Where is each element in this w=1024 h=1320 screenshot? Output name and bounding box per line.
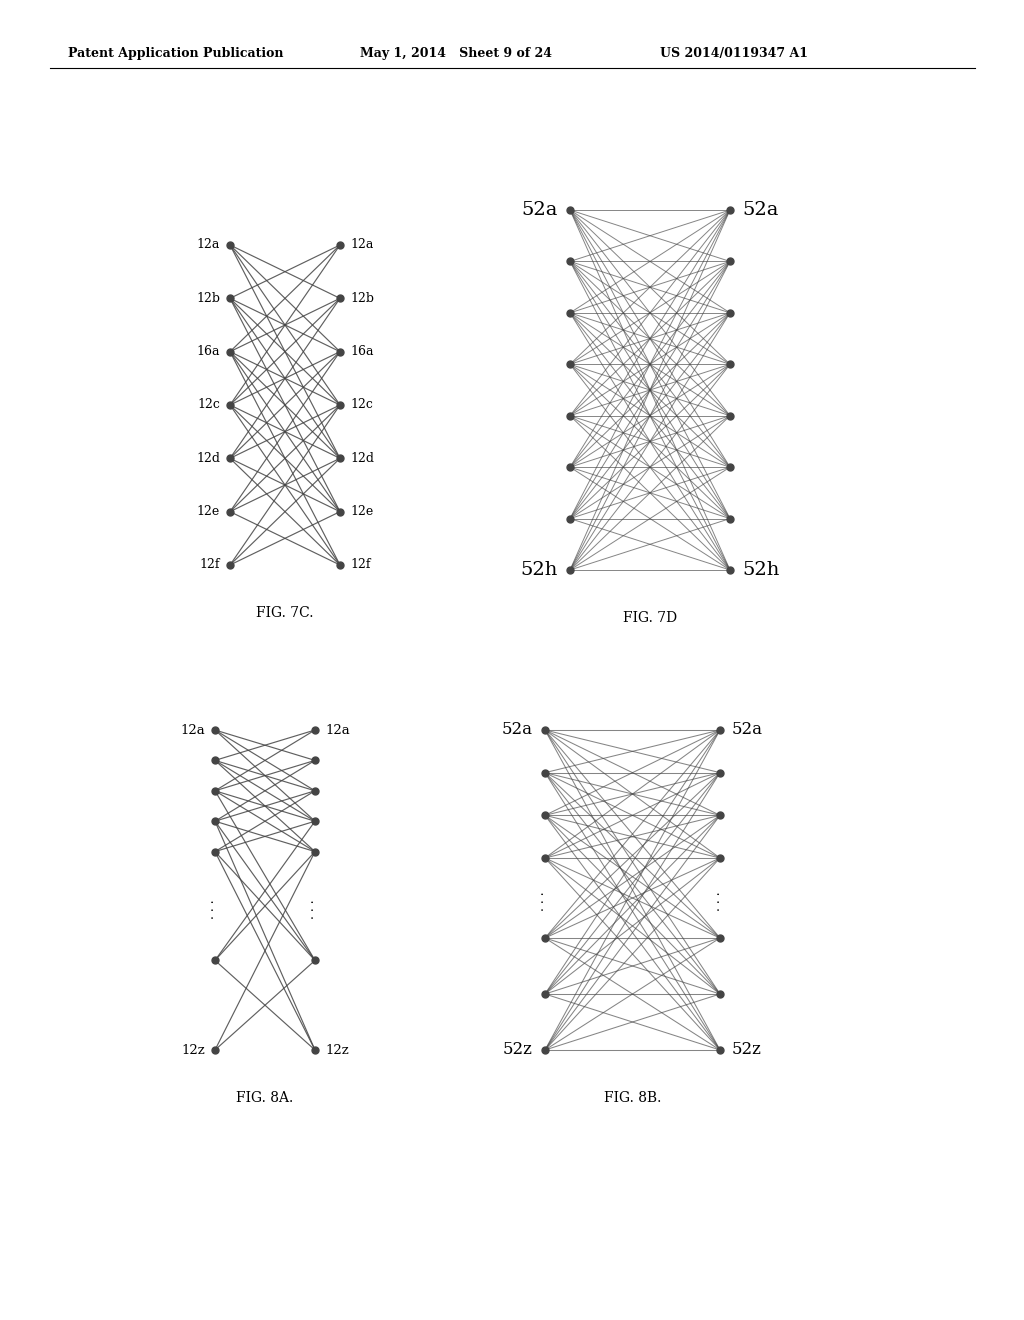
Text: 12e: 12e [197, 506, 220, 519]
Text: · · ·: · · · [209, 899, 221, 919]
Text: 12c: 12c [350, 399, 373, 412]
Text: US 2014/0119347 A1: US 2014/0119347 A1 [660, 46, 808, 59]
Text: 52h: 52h [742, 561, 779, 579]
Text: 12f: 12f [200, 558, 220, 572]
Text: 52a: 52a [521, 201, 558, 219]
Text: · · ·: · · · [714, 891, 726, 911]
Text: · · ·: · · · [308, 899, 322, 919]
Text: 12b: 12b [350, 292, 374, 305]
Text: 52a: 52a [732, 722, 763, 738]
Text: 12a: 12a [197, 239, 220, 252]
Text: 12z: 12z [181, 1044, 205, 1056]
Text: 12d: 12d [350, 451, 374, 465]
Text: 12f: 12f [350, 558, 371, 572]
Text: · · ·: · · · [539, 891, 552, 911]
Text: 12e: 12e [350, 506, 374, 519]
Text: May 1, 2014   Sheet 9 of 24: May 1, 2014 Sheet 9 of 24 [360, 46, 552, 59]
Text: 52a: 52a [742, 201, 778, 219]
Text: 16a: 16a [350, 345, 374, 358]
Text: 12a: 12a [180, 723, 205, 737]
Text: 12a: 12a [325, 723, 350, 737]
Text: 52a: 52a [502, 722, 534, 738]
Text: FIG. 7C.: FIG. 7C. [256, 606, 313, 620]
Text: 12d: 12d [196, 451, 220, 465]
Text: 12b: 12b [196, 292, 220, 305]
Text: 16a: 16a [197, 345, 220, 358]
Text: 12c: 12c [198, 399, 220, 412]
Text: 52z: 52z [732, 1041, 762, 1059]
Text: Patent Application Publication: Patent Application Publication [68, 46, 284, 59]
Text: 52z: 52z [503, 1041, 534, 1059]
Text: 12a: 12a [350, 239, 374, 252]
Text: FIG. 8A.: FIG. 8A. [237, 1092, 294, 1105]
Text: 52h: 52h [520, 561, 558, 579]
Text: 12z: 12z [325, 1044, 349, 1056]
Text: FIG. 8B.: FIG. 8B. [604, 1092, 662, 1105]
Text: FIG. 7D: FIG. 7D [623, 611, 677, 624]
